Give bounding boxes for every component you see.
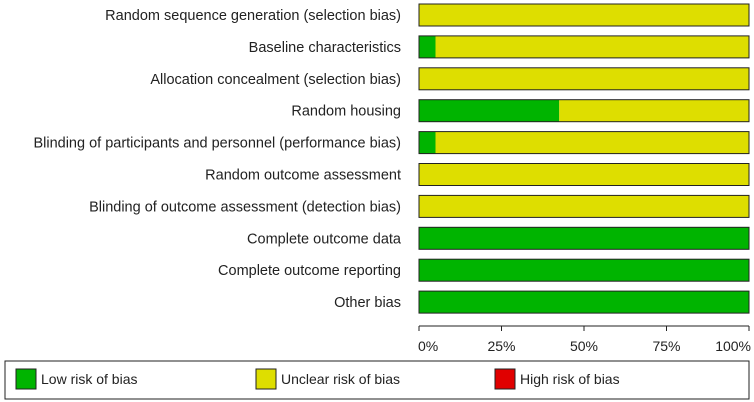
- category-label: Blinding of participants and personnel (…: [33, 136, 401, 152]
- bar-outline: [418, 226, 750, 250]
- bar-segment: [419, 291, 749, 314]
- bar-segment: [419, 259, 749, 282]
- legend-label: Unclear risk of bias: [281, 371, 400, 387]
- bar-segment: [419, 227, 749, 250]
- bars: [418, 3, 750, 314]
- x-tick-label: 100%: [715, 338, 751, 354]
- category-label: Random sequence generation (selection bi…: [105, 8, 401, 24]
- bar-segment: [435, 131, 749, 154]
- category-label: Blinding of outcome assessment (detectio…: [89, 199, 401, 215]
- bar-segment: [419, 35, 436, 58]
- x-axis: 0% 25% 50% 75% 100%: [418, 325, 751, 354]
- legend-swatch: [15, 368, 37, 390]
- category-label: Complete outcome data: [247, 231, 402, 247]
- bar-outline: [418, 290, 750, 314]
- bar-outline: [418, 131, 750, 155]
- legend-box: [4, 360, 750, 400]
- category-label: Allocation concealment (selection bias): [150, 72, 401, 88]
- category-label: Random housing: [291, 104, 401, 120]
- bar-outline: [418, 194, 750, 218]
- bar-segment: [435, 35, 749, 58]
- x-tick-label: 50%: [570, 338, 598, 354]
- category-label: Other bias: [334, 295, 401, 311]
- bar-segment: [419, 4, 749, 26]
- bar-outline: [418, 35, 750, 59]
- bar-segment: [419, 99, 560, 122]
- bar-segment: [419, 67, 749, 90]
- category-label: Baseline characteristics: [249, 40, 401, 56]
- legend: Low risk of bias Unclear risk of bias High…: [4, 360, 750, 400]
- bar-outline: [418, 163, 750, 186]
- bar-segment: [419, 163, 749, 186]
- category-label: Complete outcome reporting: [218, 263, 401, 279]
- legend-swatch: [494, 368, 516, 390]
- bar-outline: [418, 3, 750, 27]
- legend-swatch: [255, 368, 277, 390]
- x-tick-label: 25%: [487, 338, 515, 354]
- x-tick-label: 0%: [418, 338, 438, 354]
- x-tick-label: 75%: [652, 338, 680, 354]
- legend-label: Low risk of bias: [41, 371, 137, 387]
- bar-outline: [418, 99, 750, 123]
- category-labels: Random sequence generation (selection bi…: [33, 8, 401, 311]
- bar-segment: [419, 131, 436, 154]
- bar-outline: [418, 67, 750, 91]
- bar-segment: [419, 195, 749, 218]
- legend-label: High risk of bias: [520, 371, 620, 387]
- bar-outline: [418, 258, 750, 282]
- category-label: Random outcome assessment: [205, 168, 401, 184]
- bar-segment: [559, 99, 749, 122]
